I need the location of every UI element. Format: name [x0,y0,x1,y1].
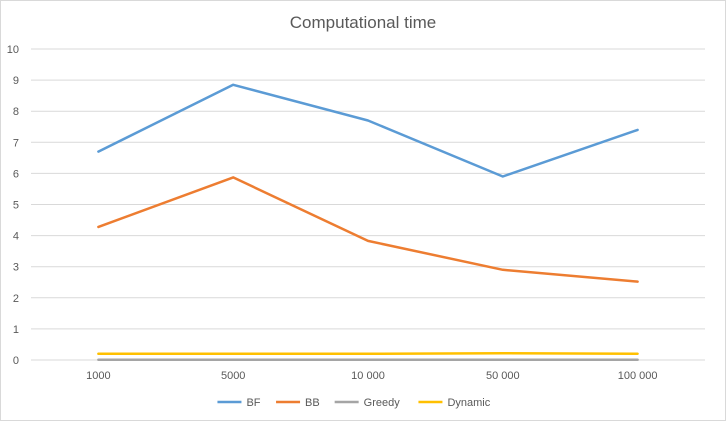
y-tick-label: 2 [13,293,19,305]
legend-label: Greedy [364,397,401,409]
legend-item-bf: BF [217,397,261,409]
y-tick-label: 7 [13,137,19,149]
y-tick-label: 5 [13,200,19,212]
legend-label: Dynamic [447,397,490,409]
legend-label: BF [246,397,260,409]
y-tick-label: 8 [13,106,19,118]
series-line-bf [97,83,639,178]
y-tick-label: 0 [13,355,19,367]
series-lines [97,83,639,361]
series-line-bb [97,176,639,283]
y-tick-label: 1 [13,324,19,336]
y-tick-label: 3 [13,262,19,274]
y-tick-label: 6 [13,168,19,180]
y-tick-label: 9 [13,75,19,87]
series-line-dynamic [97,351,639,356]
y-axis-ticks: 0 1 2 3 4 5 6 7 8 9 10 [7,44,19,367]
chart-title: Computational time [290,13,436,32]
legend: BF BB Greedy Dynamic [217,397,491,409]
x-tick-label: 50 000 [486,370,520,382]
x-tick-label: 1000 [86,370,110,382]
legend-item-bb: BB [276,397,320,409]
legend-item-greedy: Greedy [334,397,401,409]
gridlines [31,48,705,361]
legend-label: BB [305,397,320,409]
y-tick-label: 10 [7,44,19,56]
legend-item-dynamic: Dynamic [418,397,491,409]
x-tick-label: 10 000 [351,370,385,382]
y-tick-label: 4 [13,231,19,243]
x-axis-ticks: 1000 5000 10 000 50 000 100 000 [86,370,657,382]
x-tick-label: 5000 [221,370,245,382]
x-tick-label: 100 000 [618,370,658,382]
